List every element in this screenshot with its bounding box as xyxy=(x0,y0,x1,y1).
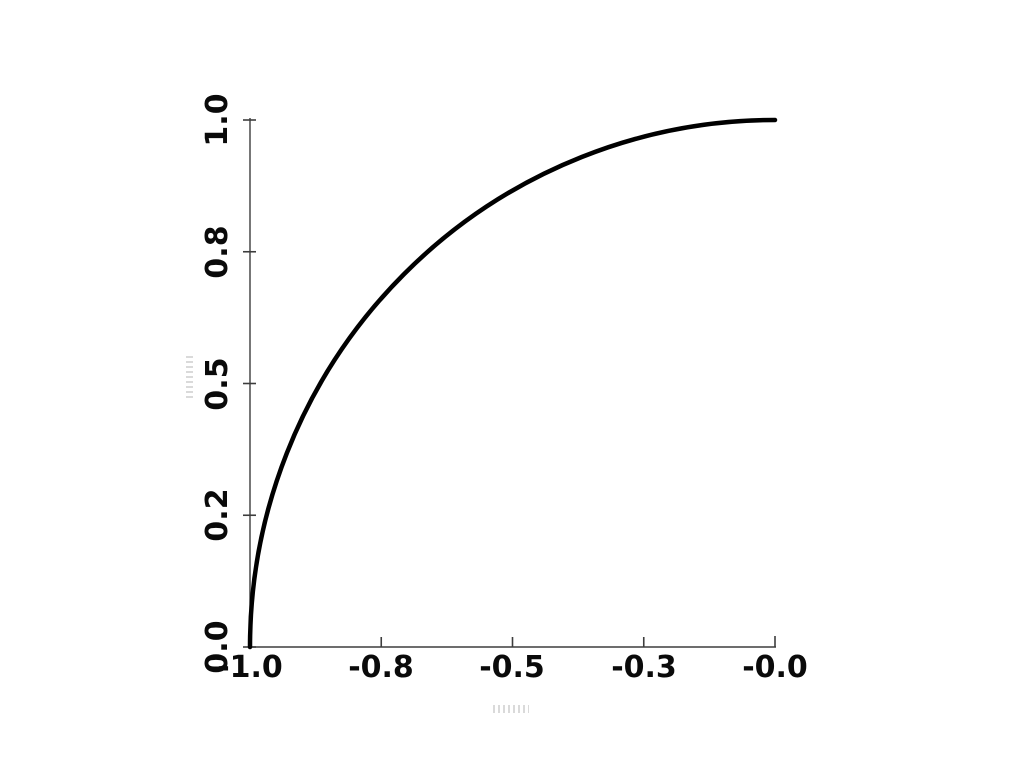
x-tick-label: -0.5 xyxy=(479,650,545,685)
illegible-y-axis-micro-label xyxy=(186,356,193,400)
y-tick-label: 0.5 xyxy=(200,357,235,411)
x-tick-label: -1.0 xyxy=(217,650,283,685)
y-tick-label: 0.8 xyxy=(200,225,235,279)
x-tick-label: -0.3 xyxy=(611,650,677,685)
illegible-x-axis-micro-label xyxy=(493,705,529,713)
x-tick-label: -0.0 xyxy=(742,650,808,685)
x-tick-label: -0.8 xyxy=(348,650,414,685)
data-curve xyxy=(247,117,778,650)
y-tick-label: 0.2 xyxy=(200,488,235,542)
y-tick-label: 1.0 xyxy=(200,93,235,147)
y-tick-label: 0.0 xyxy=(200,620,235,674)
x-axis-ticks xyxy=(249,636,776,647)
